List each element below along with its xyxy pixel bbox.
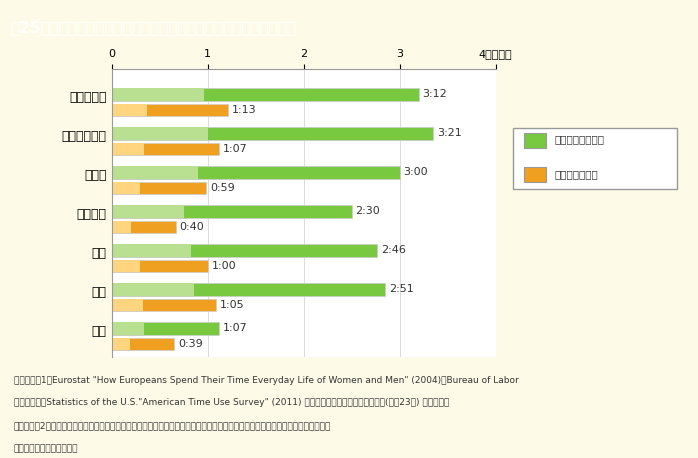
Text: うち育児の時間: うち育児の時間 <box>555 169 599 179</box>
Text: 家事関連時間全体: 家事関連時間全体 <box>555 135 605 144</box>
Bar <box>112 104 147 116</box>
Text: 2:51: 2:51 <box>389 284 414 294</box>
Text: 1:07: 1:07 <box>223 144 248 154</box>
Bar <box>112 143 219 155</box>
Bar <box>112 283 194 295</box>
Text: 時間である。: 時間である。 <box>14 444 78 453</box>
Text: 1:00: 1:00 <box>211 261 236 271</box>
Bar <box>112 88 419 101</box>
Bar <box>112 260 208 272</box>
Bar <box>112 322 219 335</box>
Bar <box>112 205 352 218</box>
Bar <box>524 167 546 182</box>
Text: 第25図　６歳未満児のいる夫の家事・育児関連時間（１日当たり）: 第25図 ６歳未満児のいる夫の家事・育児関連時間（１日当たり） <box>10 20 297 35</box>
Bar <box>112 143 144 155</box>
Text: 0:39: 0:39 <box>178 339 202 349</box>
Bar <box>112 205 184 218</box>
Bar <box>112 299 143 311</box>
Text: 0:40: 0:40 <box>179 222 205 232</box>
Bar <box>112 338 131 350</box>
Text: 0:59: 0:59 <box>210 183 235 193</box>
Bar <box>112 244 377 256</box>
Text: 3:12: 3:12 <box>423 89 447 99</box>
Text: 3:00: 3:00 <box>403 168 428 177</box>
Bar <box>112 104 228 116</box>
Bar <box>112 182 206 194</box>
FancyBboxPatch shape <box>513 129 676 189</box>
Bar <box>112 338 174 350</box>
Bar <box>112 166 399 179</box>
Bar <box>112 322 144 335</box>
Bar <box>112 166 198 179</box>
Text: 2．日本の数値は，「夫婦と子どもの世帯」に限定した夫の「家事」，「介護・看護」，「育児」及び「買い物」の合計: 2．日本の数値は，「夫婦と子どもの世帯」に限定した夫の「家事」，「介護・看護」，… <box>14 421 332 431</box>
Bar <box>112 299 216 311</box>
Bar <box>112 221 131 233</box>
Bar <box>112 283 385 295</box>
Text: 2:30: 2:30 <box>355 207 380 217</box>
Text: （備考）　1．Eurostat "How Europeans Spend Their Time Everyday Life of Women and Men" : （備考） 1．Eurostat "How Europeans Spend The… <box>14 376 519 385</box>
Bar <box>112 244 191 256</box>
Bar <box>112 221 176 233</box>
Bar <box>112 88 204 101</box>
Text: 3:21: 3:21 <box>437 128 462 138</box>
Bar <box>112 260 140 272</box>
Bar <box>112 127 433 140</box>
Bar <box>524 133 546 148</box>
Text: 2:46: 2:46 <box>381 245 406 256</box>
Text: 1:07: 1:07 <box>223 323 248 333</box>
Text: 1:13: 1:13 <box>232 105 257 115</box>
Text: Statistics of the U.S."American Time Use Survey" (2011) 及び総務省「社会生活基本調査」(平成23年) よ: Statistics of the U.S."American Time Use… <box>14 398 450 408</box>
Bar <box>112 182 140 194</box>
Bar <box>112 127 208 140</box>
Text: 1:05: 1:05 <box>219 300 244 310</box>
